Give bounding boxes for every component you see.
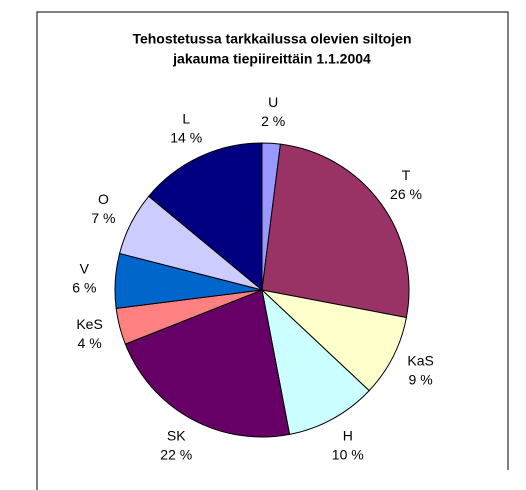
slice-category-label: KaS (407, 353, 433, 369)
slice-category-label: T (402, 167, 411, 183)
slice-category-label: O (98, 191, 109, 207)
pie-slice (148, 142, 263, 292)
slice-value-label: 2 % (261, 113, 285, 129)
chart-title: Tehostetussa tarkkailussa olevien siltoj… (132, 31, 411, 47)
pie-slice (260, 289, 407, 392)
pie-slice (261, 288, 370, 435)
slice-value-label: 22 % (160, 447, 192, 463)
slice-value-label: 14 % (170, 130, 202, 146)
slice-category-label: V (80, 261, 90, 277)
slice-value-label: 6 % (72, 280, 96, 296)
slice-value-label: 9 % (409, 372, 433, 388)
slice-category-label: L (182, 111, 190, 127)
slice-value-label: 26 % (390, 186, 422, 202)
slice-category-label: SK (167, 428, 186, 444)
pie-slice (261, 143, 410, 319)
slice-value-label: 4 % (78, 335, 102, 351)
pie-slice (124, 289, 291, 438)
slice-value-label: 10 % (332, 447, 364, 463)
chart-frame (36, 11, 509, 490)
chart-title: jakauma tiepiireittäin 1.1.2004 (172, 51, 371, 67)
slice-value-label: 7 % (91, 210, 115, 226)
slice-category-label: KeS (76, 316, 102, 332)
slice-category-label: H (343, 428, 353, 444)
slice-category-label: U (268, 94, 278, 110)
